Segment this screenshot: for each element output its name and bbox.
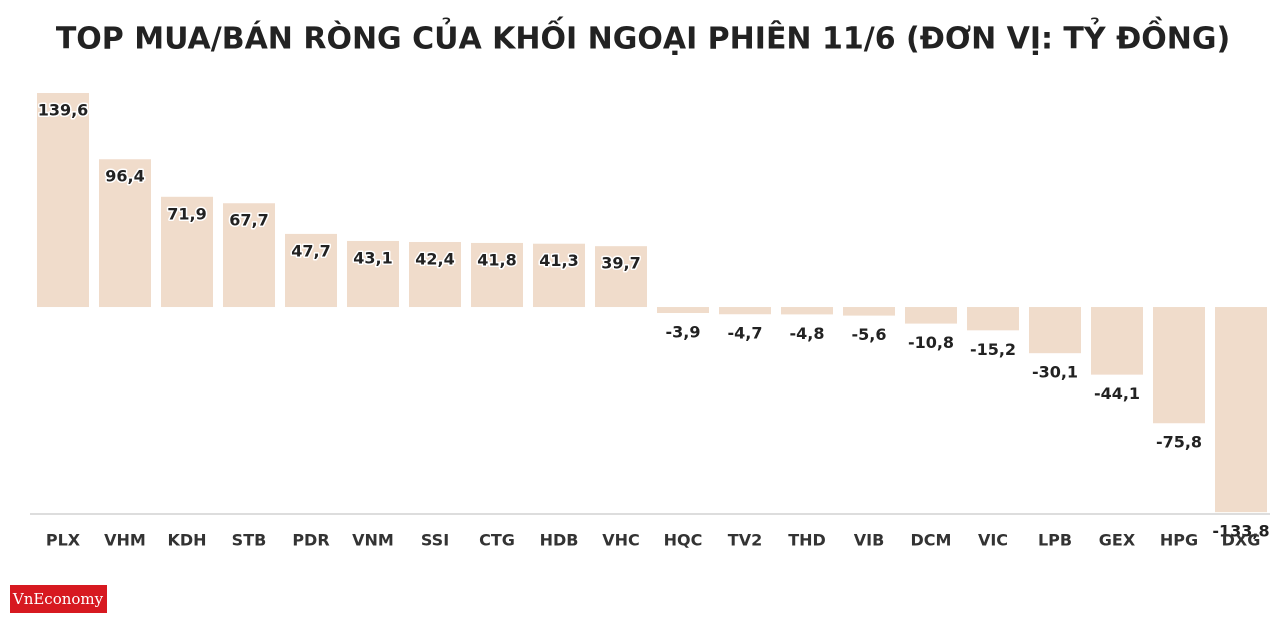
bar xyxy=(967,307,1019,331)
value-label: 41,8 xyxy=(477,250,516,269)
x-tick-label: LPB xyxy=(1038,531,1072,550)
value-label: -10,8 xyxy=(908,333,954,352)
x-tick-label: VNM xyxy=(352,531,394,550)
value-label: -75,8 xyxy=(1156,433,1202,452)
bar xyxy=(533,243,585,308)
chart-title: TOP MUA/BÁN RÒNG CỦA KHỐI NGOẠI PHIÊN 11… xyxy=(56,16,1230,57)
x-tick-label: STB xyxy=(232,531,267,550)
value-label: 41,3 xyxy=(539,251,578,270)
bar xyxy=(285,233,337,308)
x-tick-label: PDR xyxy=(292,531,329,550)
bar xyxy=(905,307,957,324)
value-label: -15,2 xyxy=(970,340,1016,359)
bar xyxy=(1215,307,1267,513)
bar xyxy=(657,307,709,314)
bar xyxy=(781,307,833,315)
bar xyxy=(37,93,89,308)
bar xyxy=(1029,307,1081,354)
value-label: 139,6 xyxy=(38,101,89,120)
value-label: 67,7 xyxy=(229,211,268,230)
bar xyxy=(1091,307,1143,375)
x-tick-label: DCM xyxy=(911,531,952,550)
value-label: -133,8 xyxy=(1212,522,1269,541)
x-tick-label: VIC xyxy=(978,531,1008,550)
x-tick-label: HPG xyxy=(1160,531,1198,550)
value-label: 71,9 xyxy=(167,204,206,223)
value-label: -44,1 xyxy=(1094,384,1140,403)
value-label: -4,7 xyxy=(728,324,763,343)
x-tick-label: DXG xyxy=(1222,531,1261,550)
value-label: 43,1 xyxy=(353,248,392,267)
bar xyxy=(409,242,461,308)
x-tick-label: THD xyxy=(788,531,826,550)
logo: VnEconomy xyxy=(12,590,104,608)
x-tick-label: PLX xyxy=(46,531,81,550)
value-label: 39,7 xyxy=(601,254,640,273)
x-tick-label: SSI xyxy=(421,531,449,550)
x-tick-label: VIB xyxy=(854,531,885,550)
x-tick-label: VHM xyxy=(104,531,146,550)
x-tick-label: TV2 xyxy=(728,531,762,550)
bar xyxy=(161,196,213,308)
bar xyxy=(843,307,895,316)
value-label: -30,1 xyxy=(1032,363,1078,382)
x-tick-label: CTG xyxy=(479,531,515,550)
bar xyxy=(223,203,275,308)
value-label: 42,4 xyxy=(415,250,454,269)
bar xyxy=(99,159,151,308)
x-tick-label: KDH xyxy=(167,531,206,550)
bar xyxy=(471,242,523,308)
value-label: 47,7 xyxy=(291,241,330,260)
bar xyxy=(595,246,647,308)
bar xyxy=(347,240,399,308)
bar xyxy=(719,307,771,315)
value-label: 96,4 xyxy=(105,167,144,186)
x-tick-label: GEX xyxy=(1099,531,1136,550)
x-tick-label: HQC xyxy=(664,531,703,550)
bar xyxy=(1153,307,1205,424)
logo-box xyxy=(10,585,107,613)
value-label: -5,6 xyxy=(852,325,887,344)
x-tick-label: HDB xyxy=(540,531,579,550)
value-label: -4,8 xyxy=(790,324,825,343)
x-tick-label: VHC xyxy=(602,531,640,550)
value-label: -3,9 xyxy=(666,323,701,342)
